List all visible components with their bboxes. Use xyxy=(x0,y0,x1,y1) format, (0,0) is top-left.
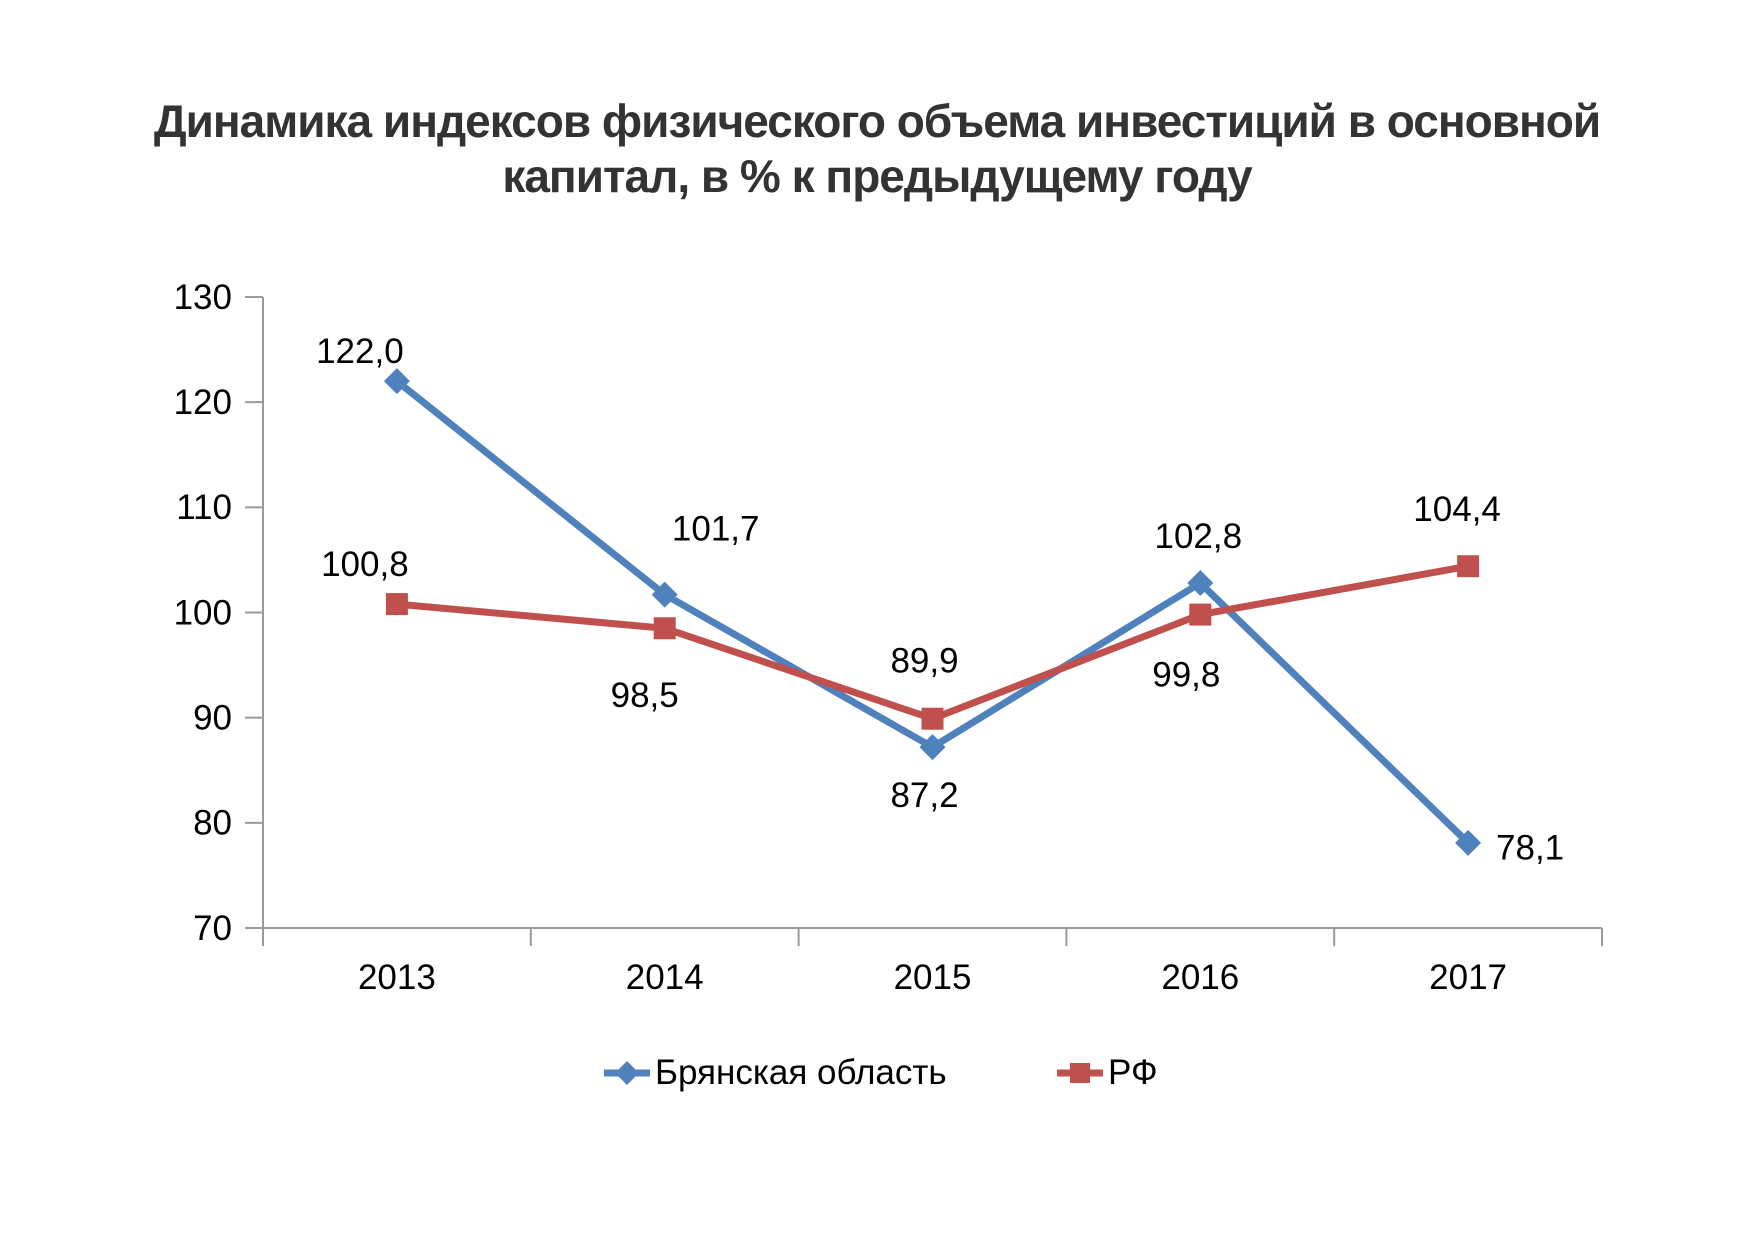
y-tick-label: 130 xyxy=(174,278,232,317)
data-label: 122,0 xyxy=(316,332,404,371)
legend-swatch-marker xyxy=(1070,1063,1090,1083)
y-tick-label: 90 xyxy=(193,699,232,738)
legend-item-rf: РФ xyxy=(1057,1052,1158,1094)
data-label: 100,8 xyxy=(321,545,409,584)
chart-title: Динамика индексов физического объема инв… xyxy=(0,94,1754,204)
data-label: 98,5 xyxy=(611,676,679,715)
data-point-marker-diamond xyxy=(919,734,946,761)
legend-label: РФ xyxy=(1108,1053,1158,1092)
y-tick-label: 100 xyxy=(174,593,232,632)
x-tick-label: 2015 xyxy=(894,958,972,997)
line-diamond-marker-icon xyxy=(604,1061,650,1085)
y-tick-label: 110 xyxy=(176,488,232,527)
data-point-marker-square xyxy=(385,593,408,616)
data-point-marker-diamond xyxy=(1187,570,1214,597)
data-point-marker-diamond xyxy=(1455,829,1482,856)
data-point-marker-square xyxy=(921,707,944,730)
data-point-marker-square xyxy=(653,617,676,640)
legend-label: Брянская область xyxy=(655,1053,947,1092)
legend-item-bryanskaya-oblast: Брянская область xyxy=(604,1052,947,1094)
data-point-marker-square xyxy=(1457,555,1480,578)
data-label: 78,1 xyxy=(1496,829,1564,868)
data-label: 101,7 xyxy=(672,510,760,549)
data-point-marker-diamond xyxy=(651,581,678,608)
x-tick-label: 2016 xyxy=(1161,958,1239,997)
data-label: 104,4 xyxy=(1413,490,1501,529)
y-tick-label: 120 xyxy=(174,383,232,422)
chart-title-line1: Динамика индексов физического объема инв… xyxy=(153,95,1601,147)
data-point-marker-square xyxy=(1189,603,1212,626)
data-label: 102,8 xyxy=(1155,517,1243,556)
y-tick-label: 80 xyxy=(193,804,232,843)
legend-swatch-marker xyxy=(615,1061,639,1085)
x-tick-label: 2017 xyxy=(1429,958,1507,997)
y-tick-label: 70 xyxy=(193,909,232,948)
series-line-bryanskaya xyxy=(393,377,1472,847)
data-label: 99,8 xyxy=(1152,656,1220,695)
chart-title-line2: капитал, в % к предыдущему году xyxy=(502,150,1252,202)
x-tick-label: 2014 xyxy=(626,958,704,997)
x-tick-label: 2013 xyxy=(358,958,436,997)
data-label: 87,2 xyxy=(890,776,958,815)
line-square-marker-icon xyxy=(1057,1063,1103,1083)
data-label: 89,9 xyxy=(890,642,958,681)
data-point-marker-diamond xyxy=(383,368,410,395)
